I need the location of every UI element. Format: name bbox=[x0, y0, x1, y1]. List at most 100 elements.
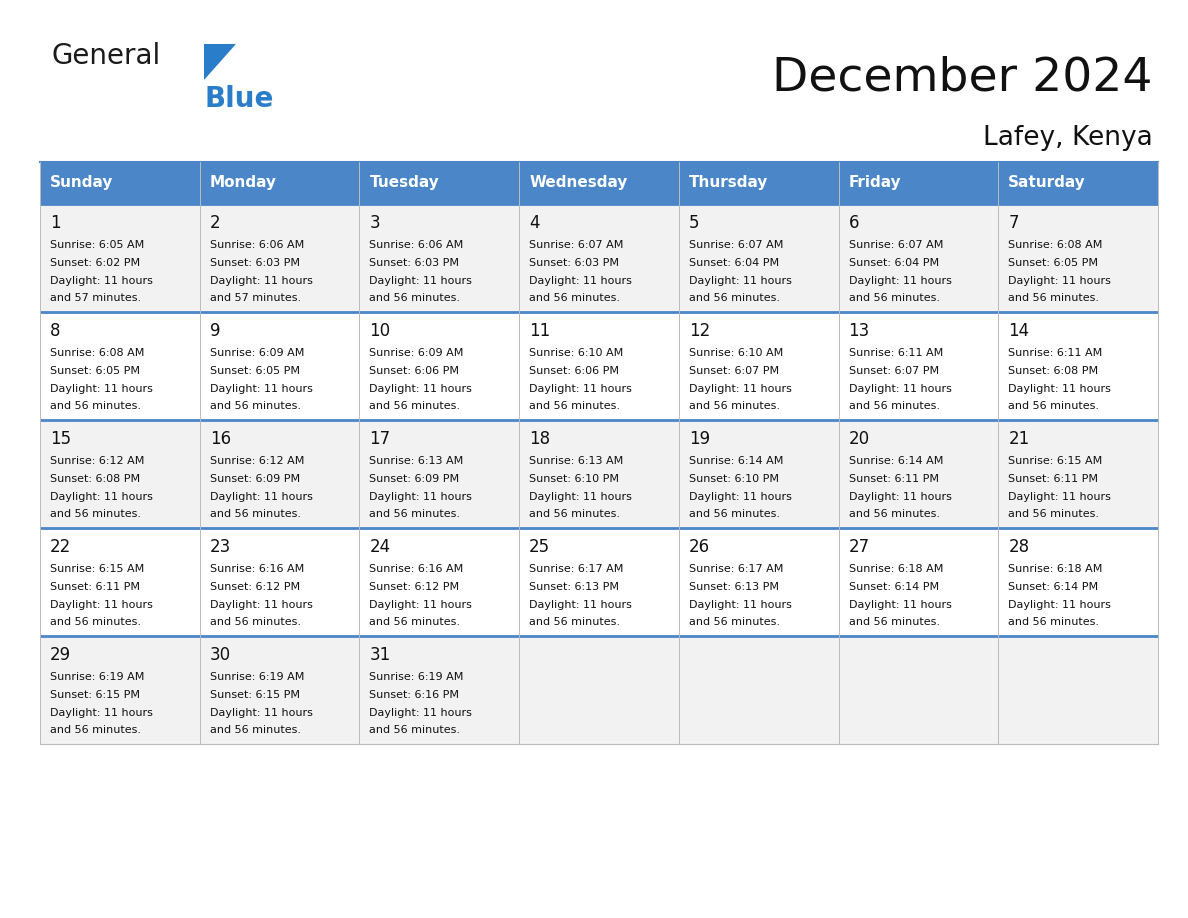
Text: 18: 18 bbox=[529, 430, 550, 448]
Text: and 56 minutes.: and 56 minutes. bbox=[689, 401, 779, 411]
Text: Friday: Friday bbox=[848, 175, 902, 191]
Text: and 56 minutes.: and 56 minutes. bbox=[1009, 401, 1099, 411]
Text: Sunset: 6:11 PM: Sunset: 6:11 PM bbox=[1009, 474, 1098, 484]
Bar bbox=[678, 162, 839, 204]
Text: and 56 minutes.: and 56 minutes. bbox=[529, 401, 620, 411]
Text: Saturday: Saturday bbox=[1009, 175, 1086, 191]
Text: and 56 minutes.: and 56 minutes. bbox=[689, 617, 779, 627]
Text: 26: 26 bbox=[689, 538, 710, 556]
Text: Daylight: 11 hours: Daylight: 11 hours bbox=[689, 276, 791, 286]
Text: Daylight: 11 hours: Daylight: 11 hours bbox=[50, 384, 153, 394]
Text: Sunrise: 6:16 AM: Sunrise: 6:16 AM bbox=[369, 564, 463, 574]
Text: and 57 minutes.: and 57 minutes. bbox=[210, 293, 301, 303]
Text: Daylight: 11 hours: Daylight: 11 hours bbox=[210, 276, 312, 286]
Text: 14: 14 bbox=[1009, 322, 1030, 340]
Text: Sunrise: 6:14 AM: Sunrise: 6:14 AM bbox=[848, 456, 943, 466]
Text: Sunrise: 6:06 AM: Sunrise: 6:06 AM bbox=[369, 240, 463, 250]
Text: Sunset: 6:14 PM: Sunset: 6:14 PM bbox=[1009, 582, 1099, 592]
Text: 22: 22 bbox=[50, 538, 71, 556]
Text: Sunset: 6:06 PM: Sunset: 6:06 PM bbox=[369, 366, 460, 376]
Bar bbox=[998, 162, 1158, 204]
Text: Sunset: 6:03 PM: Sunset: 6:03 PM bbox=[210, 258, 299, 268]
Text: Daylight: 11 hours: Daylight: 11 hours bbox=[50, 492, 153, 502]
Text: and 57 minutes.: and 57 minutes. bbox=[50, 293, 141, 303]
Text: and 56 minutes.: and 56 minutes. bbox=[210, 401, 301, 411]
Text: Sunset: 6:11 PM: Sunset: 6:11 PM bbox=[848, 474, 939, 484]
Text: Sunrise: 6:13 AM: Sunrise: 6:13 AM bbox=[529, 456, 624, 466]
Text: Daylight: 11 hours: Daylight: 11 hours bbox=[689, 384, 791, 394]
Bar bbox=[40, 420, 1158, 528]
Bar bbox=[839, 162, 998, 204]
Text: Sunset: 6:10 PM: Sunset: 6:10 PM bbox=[529, 474, 619, 484]
Text: and 56 minutes.: and 56 minutes. bbox=[848, 617, 940, 627]
Text: Daylight: 11 hours: Daylight: 11 hours bbox=[689, 492, 791, 502]
Text: Sunset: 6:02 PM: Sunset: 6:02 PM bbox=[50, 258, 140, 268]
Text: Blue: Blue bbox=[206, 85, 274, 113]
Text: 13: 13 bbox=[848, 322, 870, 340]
Text: Sunrise: 6:17 AM: Sunrise: 6:17 AM bbox=[529, 564, 624, 574]
Text: Sunset: 6:12 PM: Sunset: 6:12 PM bbox=[369, 582, 460, 592]
Text: Sunrise: 6:12 AM: Sunrise: 6:12 AM bbox=[210, 456, 304, 466]
Text: 5: 5 bbox=[689, 214, 700, 232]
Text: Sunset: 6:12 PM: Sunset: 6:12 PM bbox=[210, 582, 299, 592]
Text: Daylight: 11 hours: Daylight: 11 hours bbox=[50, 708, 153, 718]
Text: and 56 minutes.: and 56 minutes. bbox=[369, 293, 461, 303]
Text: Daylight: 11 hours: Daylight: 11 hours bbox=[210, 600, 312, 610]
Text: Daylight: 11 hours: Daylight: 11 hours bbox=[50, 276, 153, 286]
Text: Sunset: 6:05 PM: Sunset: 6:05 PM bbox=[50, 366, 140, 376]
Text: Sunset: 6:05 PM: Sunset: 6:05 PM bbox=[210, 366, 299, 376]
Text: and 56 minutes.: and 56 minutes. bbox=[689, 293, 779, 303]
Text: Sunrise: 6:10 AM: Sunrise: 6:10 AM bbox=[529, 348, 624, 358]
Text: 27: 27 bbox=[848, 538, 870, 556]
Text: Thursday: Thursday bbox=[689, 175, 769, 191]
Polygon shape bbox=[204, 44, 236, 80]
Text: Sunset: 6:08 PM: Sunset: 6:08 PM bbox=[50, 474, 140, 484]
Text: and 56 minutes.: and 56 minutes. bbox=[529, 617, 620, 627]
Text: 8: 8 bbox=[50, 322, 61, 340]
Text: Daylight: 11 hours: Daylight: 11 hours bbox=[210, 384, 312, 394]
Text: 15: 15 bbox=[50, 430, 71, 448]
Text: Daylight: 11 hours: Daylight: 11 hours bbox=[210, 492, 312, 502]
Text: Sunset: 6:10 PM: Sunset: 6:10 PM bbox=[689, 474, 779, 484]
Text: Sunday: Sunday bbox=[50, 175, 113, 191]
Text: Sunset: 6:03 PM: Sunset: 6:03 PM bbox=[529, 258, 619, 268]
Text: Sunset: 6:16 PM: Sunset: 6:16 PM bbox=[369, 690, 460, 700]
Text: Sunrise: 6:15 AM: Sunrise: 6:15 AM bbox=[1009, 456, 1102, 466]
Text: Sunset: 6:09 PM: Sunset: 6:09 PM bbox=[210, 474, 299, 484]
Text: Daylight: 11 hours: Daylight: 11 hours bbox=[529, 600, 632, 610]
Text: Sunrise: 6:08 AM: Sunrise: 6:08 AM bbox=[50, 348, 145, 358]
Text: Sunrise: 6:16 AM: Sunrise: 6:16 AM bbox=[210, 564, 304, 574]
Text: Sunrise: 6:07 AM: Sunrise: 6:07 AM bbox=[529, 240, 624, 250]
Text: Sunrise: 6:19 AM: Sunrise: 6:19 AM bbox=[369, 672, 463, 682]
Text: Daylight: 11 hours: Daylight: 11 hours bbox=[689, 600, 791, 610]
Text: and 56 minutes.: and 56 minutes. bbox=[369, 509, 461, 519]
Text: Daylight: 11 hours: Daylight: 11 hours bbox=[848, 384, 952, 394]
Text: Sunrise: 6:19 AM: Sunrise: 6:19 AM bbox=[210, 672, 304, 682]
Text: Sunset: 6:05 PM: Sunset: 6:05 PM bbox=[1009, 258, 1098, 268]
Text: 3: 3 bbox=[369, 214, 380, 232]
Text: Daylight: 11 hours: Daylight: 11 hours bbox=[369, 384, 473, 394]
Text: Daylight: 11 hours: Daylight: 11 hours bbox=[50, 600, 153, 610]
Text: Wednesday: Wednesday bbox=[529, 175, 627, 191]
Text: and 56 minutes.: and 56 minutes. bbox=[50, 401, 141, 411]
Text: Sunrise: 6:13 AM: Sunrise: 6:13 AM bbox=[369, 456, 463, 466]
Text: 31: 31 bbox=[369, 646, 391, 664]
Text: and 56 minutes.: and 56 minutes. bbox=[369, 617, 461, 627]
Text: and 56 minutes.: and 56 minutes. bbox=[50, 617, 141, 627]
Text: General: General bbox=[52, 42, 162, 70]
Text: 2: 2 bbox=[210, 214, 220, 232]
Text: Sunset: 6:06 PM: Sunset: 6:06 PM bbox=[529, 366, 619, 376]
Text: Sunrise: 6:11 AM: Sunrise: 6:11 AM bbox=[848, 348, 943, 358]
Text: Daylight: 11 hours: Daylight: 11 hours bbox=[369, 492, 473, 502]
Text: Daylight: 11 hours: Daylight: 11 hours bbox=[1009, 384, 1111, 394]
Text: Daylight: 11 hours: Daylight: 11 hours bbox=[210, 708, 312, 718]
Text: Sunrise: 6:07 AM: Sunrise: 6:07 AM bbox=[689, 240, 783, 250]
Text: and 56 minutes.: and 56 minutes. bbox=[1009, 509, 1099, 519]
Text: 17: 17 bbox=[369, 430, 391, 448]
Text: 12: 12 bbox=[689, 322, 710, 340]
Text: and 56 minutes.: and 56 minutes. bbox=[689, 509, 779, 519]
Text: Daylight: 11 hours: Daylight: 11 hours bbox=[848, 492, 952, 502]
Text: Sunset: 6:11 PM: Sunset: 6:11 PM bbox=[50, 582, 140, 592]
Text: Sunset: 6:08 PM: Sunset: 6:08 PM bbox=[1009, 366, 1099, 376]
Text: 30: 30 bbox=[210, 646, 230, 664]
